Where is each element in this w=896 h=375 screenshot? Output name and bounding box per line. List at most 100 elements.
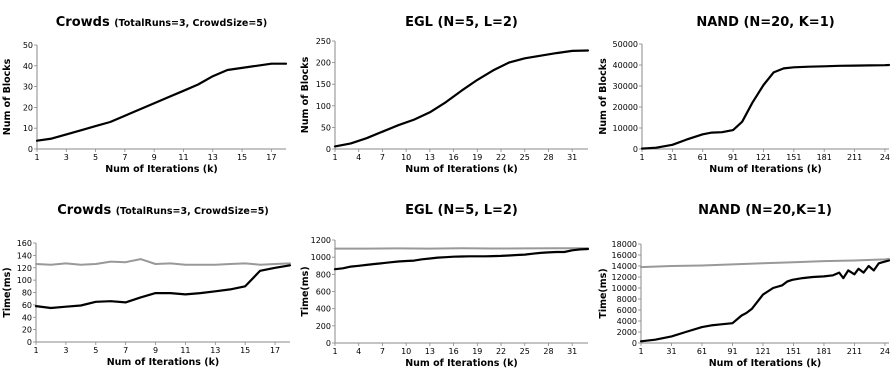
chart-title-main: Crowds <box>57 203 115 218</box>
chart-svg-3: Crowds (TotalRuns=3, CrowdSize=5) 0 20 40 60… <box>2 203 292 368</box>
x-tick-label: 10 <box>401 153 411 162</box>
chart-title-main: NAND <box>696 15 743 30</box>
x-tick-label: 7 <box>122 153 127 162</box>
x-tick-label: 15 <box>240 346 250 355</box>
y-tick-label: 10000 <box>613 124 638 133</box>
x-tick-label: 181 <box>817 153 832 162</box>
x-tick-label: 4 <box>356 153 361 162</box>
y-tick-label: 0 <box>326 145 331 154</box>
chart-crowds-blocks: Crowds (TotalRuns=3, CrowdSize=5) 0 10 20 30… <box>0 0 298 187</box>
y-axis-label: Num of Blocks <box>598 58 609 135</box>
x-axis-label: Num of Iterations (k) <box>107 357 220 368</box>
x-tick-label: 3 <box>64 153 69 162</box>
y-tick-label: 160 <box>17 239 32 248</box>
y-tick-label: 800 <box>316 270 331 279</box>
y-tick-label: 1000 <box>311 253 331 262</box>
y-tick-label: 50 <box>23 41 33 50</box>
x-tick-label: 1 <box>33 346 38 355</box>
chart-title-main: Crowds <box>56 15 114 30</box>
x-tick-label: 13 <box>425 153 435 162</box>
x-tick-label: 11 <box>180 346 190 355</box>
x-tick-label: 5 <box>93 346 98 355</box>
x-tick-label: 9 <box>153 346 158 355</box>
chart-title: NAND (N=20, K=1) <box>696 15 834 30</box>
y-axis-label: Time(ms) <box>2 267 13 317</box>
y-tick-label: 8000 <box>617 295 637 304</box>
chart-title: EGL (N=5, L=2) <box>405 203 518 218</box>
x-tick-label: 4 <box>356 347 361 356</box>
x-tick-label: 151 <box>786 153 801 162</box>
y-tick-label: 20 <box>23 103 33 112</box>
x-tick-label: 11 <box>178 153 188 162</box>
series-line-1 <box>333 247 590 271</box>
x-tick-label: 3 <box>63 346 68 355</box>
x-axis-label: Num of Iterations (k) <box>105 164 218 175</box>
y-tick-label: 4000 <box>617 317 637 326</box>
x-tick-label: 121 <box>755 347 770 356</box>
y-tick-label: 0 <box>326 339 331 348</box>
x-tick-label: 19 <box>472 347 482 356</box>
y-tick-label: 12000 <box>612 273 637 282</box>
x-tick-label: 1 <box>332 153 337 162</box>
chart-title: NAND (N=20,K=1) <box>698 203 832 218</box>
y-tick-label: 140 <box>17 251 32 260</box>
y-axis-label: Time(ms) <box>300 266 311 316</box>
y-tick-label: 18000 <box>612 240 637 249</box>
chart-title: Crowds (TotalRuns=3, CrowdSize=5) <box>56 15 268 30</box>
x-tick-label: 91 <box>727 347 737 356</box>
x-axis-label: Num of Iterations (k) <box>405 164 518 175</box>
series-line-1 <box>34 264 292 310</box>
chart-title-sub: (TotalRuns=3, CrowdSize=5) <box>114 18 267 29</box>
x-tick-label: 1 <box>34 153 39 162</box>
x-tick-label: 211 <box>847 347 862 356</box>
y-tick-label: 150 <box>316 80 331 89</box>
y-tick-label: 0 <box>27 338 32 347</box>
chart-title-sub: (N=5, L=2) <box>437 15 517 30</box>
chart-svg-5: NAND (N=20,K=1) 0 2000 4000 6000 8000 10000 120… <box>598 203 891 369</box>
y-tick-label: 10 <box>23 124 33 133</box>
x-axis-label: Num of Iterations (k) <box>405 358 518 369</box>
chart-title: EGL (N=5, L=2) <box>405 15 518 30</box>
y-tick-label: 0 <box>632 339 637 348</box>
chart-crowds-time: Crowds (TotalRuns=3, CrowdSize=5) 0 20 40 60… <box>0 188 298 375</box>
series-line-0 <box>640 63 891 150</box>
y-tick-label: 2000 <box>617 328 637 337</box>
x-tick-label: 22 <box>496 347 506 356</box>
x-tick-label: 15 <box>237 153 247 162</box>
x-tick-label: 211 <box>847 153 862 162</box>
x-tick-label: 31 <box>666 347 676 356</box>
x-tick-label: 31 <box>567 153 577 162</box>
x-tick-label: 10 <box>401 347 411 356</box>
x-tick-label: 7 <box>380 153 385 162</box>
series-line-0 <box>333 49 590 148</box>
chart-svg-2: NAND (N=20, K=1) 0 10000 20000 30000 40000 500… <box>598 15 891 175</box>
x-tick-label: 61 <box>697 347 707 356</box>
x-tick-label: 7 <box>123 346 128 355</box>
chart-svg-1: EGL (N=5, L=2) 0 50 100 150 200 250 1 4 7 10 13 16 19… <box>300 15 590 175</box>
x-tick-label: 91 <box>728 153 738 162</box>
x-tick-label: 1 <box>639 153 644 162</box>
y-tick-label: 6000 <box>617 306 637 315</box>
chart-nand-blocks: NAND (N=20, K=1) 0 10000 20000 30000 40000 500… <box>596 0 894 187</box>
x-tick-label: 181 <box>816 347 831 356</box>
chart-egl-time: EGL (N=5, L=2) 0 200 400 600 800 1000 1200 1 4 7 10… <box>298 188 596 375</box>
x-tick-label: 31 <box>667 153 677 162</box>
x-tick-label: 28 <box>543 153 553 162</box>
x-tick-label: 19 <box>472 153 482 162</box>
series-line-0 <box>640 257 890 269</box>
y-tick-label: 200 <box>316 322 331 331</box>
chart-svg-4: EGL (N=5, L=2) 0 200 400 600 800 1000 1200 1 4 7 10… <box>300 203 590 369</box>
x-tick-label: 17 <box>270 346 280 355</box>
y-axis-label: Num of Blocks <box>2 58 13 135</box>
x-tick-label: 24 <box>880 153 890 162</box>
y-tick-label: 20000 <box>613 103 638 112</box>
y-tick-label: 40000 <box>613 61 638 70</box>
chart-egl-blocks: EGL (N=5, L=2) 0 50 100 150 200 250 1 4 7 10 13 16 19… <box>298 0 596 187</box>
y-tick-label: 30 <box>23 83 33 92</box>
y-axis-label: Time(ms) <box>598 268 609 318</box>
x-tick-label: 25 <box>520 347 530 356</box>
chart-svg-0: Crowds (TotalRuns=3, CrowdSize=5) 0 10 20 30… <box>2 15 288 175</box>
x-tick-label: 13 <box>210 346 220 355</box>
x-tick-label: 22 <box>496 153 506 162</box>
y-tick-label: 50000 <box>613 40 638 49</box>
